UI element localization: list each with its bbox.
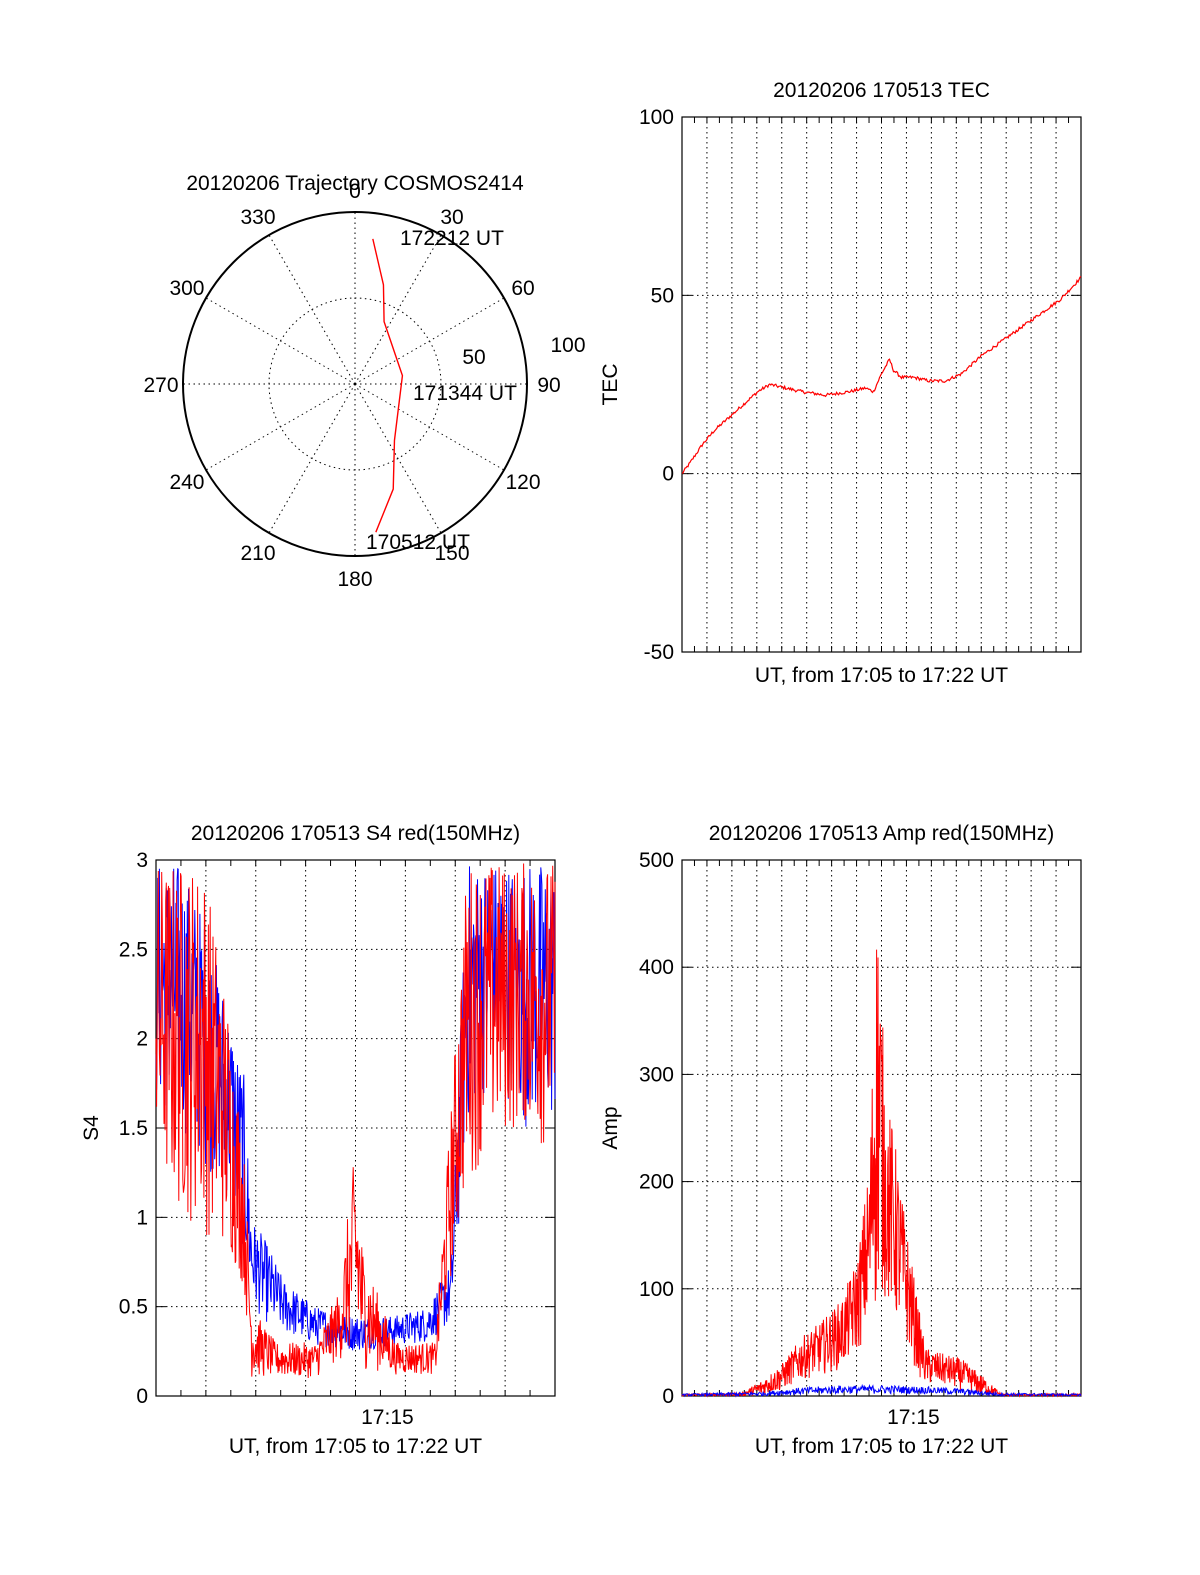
y-tick-label: 0.5 (119, 1296, 148, 1319)
y-tick-label: 0 (662, 1385, 674, 1408)
polar-angle-label: 150 (434, 542, 469, 565)
y-tick-label: 0 (136, 1385, 148, 1408)
x-tick-label: 17:15 (887, 1406, 940, 1429)
polar-angle-label: 210 (240, 542, 275, 565)
x-axis-label: UT, from 17:05 to 17:22 UT (229, 1435, 482, 1458)
x-axis-label: UT, from 17:05 to 17:22 UT (755, 664, 1008, 687)
tec-series-line (681, 276, 1082, 474)
plot-frame (681, 859, 1082, 1397)
trajectory-line (372, 238, 404, 533)
amp-red-series (681, 949, 1082, 1398)
y-tick-label: 50 (651, 284, 674, 307)
polar-radial-label: 50 (462, 346, 485, 369)
polar-outer-circle (182, 211, 528, 557)
y-tick-label: 1.5 (119, 1117, 148, 1140)
polar-angle-label: 300 (169, 277, 204, 300)
trajectory-time-label: 171344 UT (413, 382, 517, 405)
polar-angle-label: 60 (511, 277, 534, 300)
y-tick-label: 100 (639, 1278, 674, 1301)
polar-spoke (205, 383, 356, 471)
polar-spoke (354, 383, 442, 534)
y-tick-label: 0 (662, 463, 674, 486)
trajectory-time-label: 170512 UT (366, 531, 470, 554)
polar-angle-label: 120 (505, 471, 540, 494)
trajectory-time-label: 172212 UT (400, 227, 504, 250)
plot-frame (155, 859, 556, 1397)
plot-frame (681, 116, 1082, 653)
y-tick-label: 3 (136, 849, 148, 872)
s4-chart: 20120206 170513 S4 red(150MHz) 0 0.5 1 1.5 2 2… (80, 822, 556, 1458)
y-axis-label: S4 (80, 1115, 103, 1141)
polar-angle-label: 30 (440, 206, 463, 229)
polar-spoke (354, 234, 442, 385)
y-tick-label: 2.5 (119, 938, 148, 961)
s4-red-series (155, 863, 556, 1379)
x-tick-label: 17:15 (361, 1406, 414, 1429)
polar-title: 20120206 Trajectory COSMOS2414 (186, 172, 524, 195)
y-tick-label: 400 (639, 956, 674, 979)
y-tick-label: 200 (639, 1171, 674, 1194)
polar-angle-label: 240 (169, 471, 204, 494)
polar-angle-label: 270 (143, 374, 178, 397)
y-tick-label: 1 (136, 1206, 148, 1229)
y-tick-label: 500 (639, 849, 674, 872)
amp-chart: 20120206 170513 Amp red(150MHz) 0 100 200 30… (599, 822, 1082, 1458)
polar-spoke (268, 383, 356, 534)
s4-chart-title: 20120206 170513 S4 red(150MHz) (191, 822, 520, 845)
y-tick-label: 2 (136, 1028, 148, 1051)
y-axis-label: TEC (599, 364, 622, 406)
polar-angle-label: 90 (537, 374, 560, 397)
polar-angle-label: 330 (240, 206, 275, 229)
tec-chart: 20120206 170513 TEC -50 0 50 100 UT, from 17:… (599, 79, 1082, 687)
x-axis-label: UT, from 17:05 to 17:22 UT (755, 1435, 1008, 1458)
y-tick-label: -50 (644, 641, 674, 664)
polar-spoke (354, 297, 505, 385)
polar-angle-label: 180 (337, 568, 372, 591)
polar-angle-label: 0 (349, 180, 361, 203)
amp-blue-series (681, 1383, 1082, 1398)
polar-spoke (354, 383, 505, 471)
amp-chart-title: 20120206 170513 Amp red(150MHz) (709, 822, 1055, 845)
polar-spoke (268, 234, 356, 385)
polar-radial-label: 100 (550, 334, 585, 357)
polar-spoke (205, 297, 356, 385)
tec-chart-title: 20120206 170513 TEC (773, 79, 990, 102)
y-tick-label: 100 (639, 106, 674, 129)
y-axis-label: Amp (599, 1106, 622, 1149)
y-tick-label: 300 (639, 1063, 674, 1086)
